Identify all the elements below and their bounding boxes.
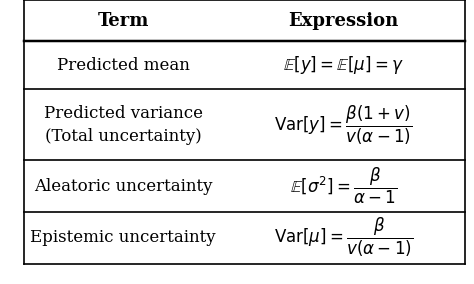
Text: Predicted variance
(Total uncertainty): Predicted variance (Total uncertainty)	[44, 105, 203, 145]
Text: Predicted mean: Predicted mean	[57, 57, 190, 74]
Text: $\mathbb{E}[\sigma^2] = \dfrac{\beta}{\alpha-1}$: $\mathbb{E}[\sigma^2] = \dfrac{\beta}{\a…	[290, 166, 397, 206]
Text: $\mathrm{Var}[\mu] = \dfrac{\beta}{v(\alpha-1)}$: $\mathrm{Var}[\mu] = \dfrac{\beta}{v(\al…	[274, 216, 413, 260]
Text: Expression: Expression	[289, 12, 399, 30]
Text: $\mathrm{Var}[y] = \dfrac{\beta(1+v)}{v(\alpha-1)}$: $\mathrm{Var}[y] = \dfrac{\beta(1+v)}{v(…	[274, 103, 413, 147]
Text: $\mathbb{E}[y] = \mathbb{E}[\mu] = \gamma$: $\mathbb{E}[y] = \mathbb{E}[\mu] = \gamm…	[283, 54, 404, 76]
Text: Aleatoric uncertainty: Aleatoric uncertainty	[34, 178, 212, 195]
Text: Term: Term	[98, 12, 149, 30]
Text: Epistemic uncertainty: Epistemic uncertainty	[30, 229, 216, 246]
